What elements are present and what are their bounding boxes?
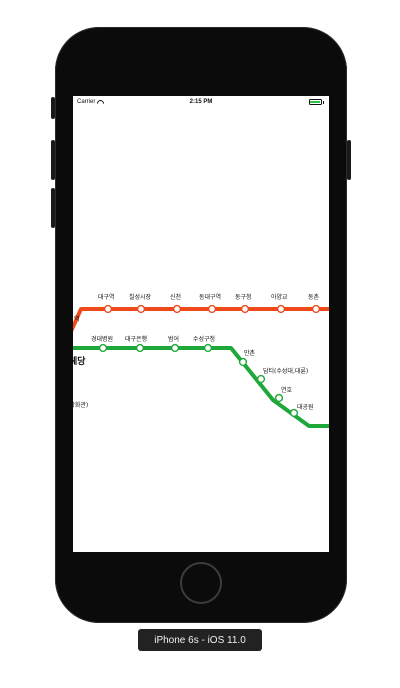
station-line2-1[interactable] [135, 343, 145, 353]
station-label[interactable]: 동구청 [235, 294, 252, 301]
power-button [347, 140, 351, 180]
station-line1-2[interactable] [172, 304, 182, 314]
station-line2-3[interactable] [203, 343, 213, 353]
status-bar: Carrier 2:15 PM [73, 96, 329, 110]
volume-up-button [51, 140, 55, 180]
home-button[interactable] [180, 562, 222, 604]
station-label[interactable]: 아양교 [271, 293, 288, 301]
station-line1-6[interactable] [311, 304, 321, 314]
line1-track [73, 307, 329, 332]
station-label-edge[interactable]: (당화관) [73, 401, 88, 409]
station-line1-5[interactable] [276, 304, 286, 314]
subway-map[interactable]: 대구역 칠성시장 신천 동대구역 동구청 아양교 동촌 역 경대병원 대구은행 … [73, 96, 329, 552]
station-label[interactable]: 범어 [168, 335, 179, 343]
transfer-station-label[interactable]: 궤당 [73, 355, 86, 367]
station-label[interactable]: 동대구역 [199, 293, 221, 301]
simulator-device-label: iPhone 6s - iOS 11.0 [138, 629, 262, 651]
station-line1-4[interactable] [240, 304, 250, 314]
battery-icon [308, 99, 324, 105]
station-line2-4[interactable] [238, 357, 248, 367]
status-time: 2:15 PM [189, 99, 213, 105]
station-line2-6[interactable] [274, 393, 284, 403]
station-label[interactable]: 수성구청 [193, 335, 215, 343]
line2-labels: 경대병원 대구은행 범어 수성구청 만촌 담티(수성대,대륜) 연호 대공원 궤… [73, 335, 314, 411]
station-line2-0[interactable] [98, 343, 108, 353]
station-line1-1[interactable] [136, 304, 146, 314]
station-label[interactable]: 동촌 [308, 293, 320, 301]
mute-switch [51, 97, 55, 119]
volume-down-button [51, 188, 55, 228]
station-label[interactable]: 대공원 [297, 403, 314, 411]
station-line1-0[interactable] [103, 304, 113, 314]
carrier-label: Carrier [77, 99, 96, 105]
station-label[interactable]: 경대병원 [91, 335, 113, 343]
station-line2-7[interactable] [289, 408, 299, 418]
line1-labels: 대구역 칠성시장 신천 동대구역 동구청 아양교 동촌 역 [74, 293, 320, 323]
station-line2-5[interactable] [256, 374, 266, 384]
line2-stations [98, 343, 299, 418]
carrier-indicator: Carrier [77, 99, 104, 105]
station-label[interactable]: 신천 [170, 293, 181, 301]
station-label[interactable]: 담티(수성대,대륜) [263, 367, 308, 375]
device-screen: Carrier 2:15 PM 대구역 칠성시장 신천 동대구역 [73, 96, 329, 552]
station-line1-3[interactable] [207, 304, 217, 314]
station-label[interactable]: 대구역 [98, 293, 115, 301]
station-label[interactable]: 칠성시장 [129, 293, 152, 301]
line1-stations [103, 304, 321, 314]
station-label[interactable]: 대구은행 [125, 335, 147, 343]
station-label-edge[interactable]: 역 [74, 315, 80, 323]
battery-fill [310, 100, 321, 104]
station-line2-2[interactable] [170, 343, 180, 353]
station-label[interactable]: 만촌 [244, 349, 256, 357]
station-label[interactable]: 연호 [281, 386, 293, 394]
